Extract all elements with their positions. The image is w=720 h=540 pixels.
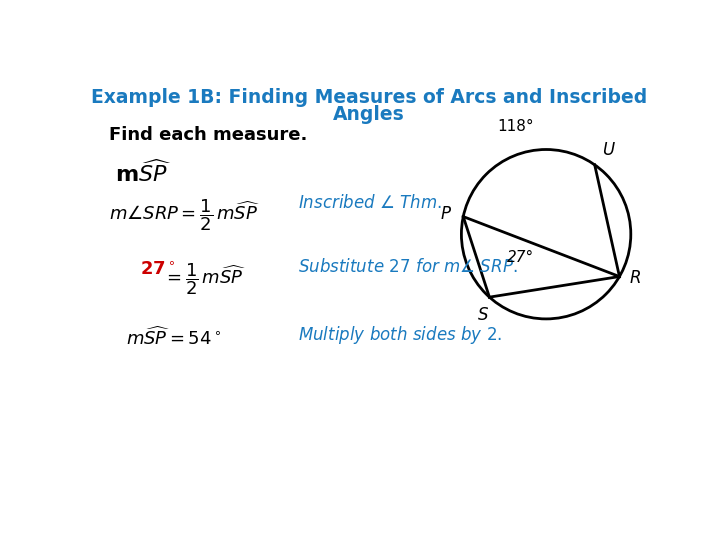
Text: $\mathbf{27}^\circ$: $\mathbf{27}^\circ$ [140,261,175,279]
Text: $\mathit{Multiply\ both\ sides\ by\ 2.}$: $\mathit{Multiply\ both\ sides\ by\ 2.}$ [298,323,503,346]
Text: $m\angle SRP = \dfrac{1}{2}\,m\widehat{SP}$: $m\angle SRP = \dfrac{1}{2}\,m\widehat{S… [109,197,261,233]
Text: $S$: $S$ [477,306,490,325]
Text: 27°: 27° [507,250,534,265]
Text: $\mathit{Substitute\ 27\ for\ m\angle\ SRP.}$: $\mathit{Substitute\ 27\ for\ m\angle\ S… [298,258,518,276]
Text: $R$: $R$ [629,269,641,287]
Text: Angles: Angles [333,105,405,124]
Text: $m\widehat{SP} = 54^\circ$: $m\widehat{SP} = 54^\circ$ [127,327,222,349]
Text: $\mathbf{m}\widehat{\mathit{SP}}$: $\mathbf{m}\widehat{\mathit{SP}}$ [115,159,171,186]
Text: $U$: $U$ [603,140,616,159]
Text: Find each measure.: Find each measure. [109,126,307,144]
Text: 118°: 118° [497,119,534,134]
Text: $= \dfrac{1}{2}\,m\widehat{SP}$: $= \dfrac{1}{2}\,m\widehat{SP}$ [163,261,246,297]
Text: $\mathit{Inscribed}\ \angle\ \mathit{Thm.}$: $\mathit{Inscribed}\ \angle\ \mathit{Thm… [298,194,442,212]
Text: $P$: $P$ [441,205,452,222]
Text: Example 1B: Finding Measures of Arcs and Inscribed: Example 1B: Finding Measures of Arcs and… [91,88,647,107]
